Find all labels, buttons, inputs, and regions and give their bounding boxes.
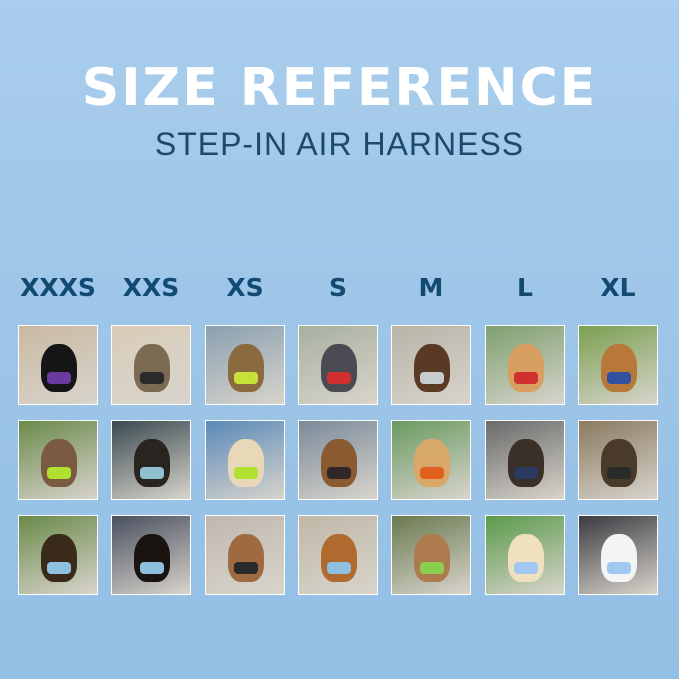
pet-image — [321, 344, 357, 392]
size-label-xs: XS — [226, 273, 264, 302]
pet-image — [41, 439, 77, 487]
pet-photo-xl-3 — [578, 515, 658, 595]
pet-photo-xxs-2 — [111, 420, 191, 500]
pet-image — [414, 439, 450, 487]
harness-image — [420, 562, 444, 574]
pet-photo-m-1 — [391, 325, 471, 405]
pet-image — [228, 439, 264, 487]
pet-photo-s-2 — [298, 420, 378, 500]
pet-photo-xxxs-1 — [18, 325, 98, 405]
harness-image — [234, 562, 258, 574]
harness-image — [607, 372, 631, 384]
pet-photo-xxs-3 — [111, 515, 191, 595]
harness-image — [420, 467, 444, 479]
pet-image — [41, 344, 77, 392]
page-title: SIZE REFERENCE — [81, 58, 598, 118]
pet-image — [134, 344, 170, 392]
pet-image — [508, 439, 544, 487]
pet-image — [321, 439, 357, 487]
pet-image — [414, 344, 450, 392]
harness-image — [420, 372, 444, 384]
harness-image — [514, 467, 538, 479]
size-label-l: L — [517, 273, 533, 302]
size-label-xl: XL — [600, 273, 636, 302]
harness-image — [327, 562, 351, 574]
pet-photo-m-2 — [391, 420, 471, 500]
harness-image — [327, 372, 351, 384]
pet-image — [508, 344, 544, 392]
pet-image — [601, 534, 637, 582]
harness-image — [607, 562, 631, 574]
pet-image — [414, 534, 450, 582]
pet-photo-m-3 — [391, 515, 471, 595]
size-label-m: M — [418, 273, 444, 302]
size-label-xxs: XXS — [122, 273, 180, 302]
pet-photo-l-2 — [485, 420, 565, 500]
pet-photo-l-3 — [485, 515, 565, 595]
harness-image — [47, 372, 71, 384]
pet-image — [228, 344, 264, 392]
pet-photo-xl-1 — [578, 325, 658, 405]
harness-image — [234, 372, 258, 384]
harness-image — [514, 372, 538, 384]
size-label-xxxs: XXXS — [20, 273, 96, 302]
harness-image — [47, 467, 71, 479]
pet-image — [134, 534, 170, 582]
harness-image — [234, 467, 258, 479]
pet-photo-s-3 — [298, 515, 378, 595]
harness-image — [140, 372, 164, 384]
pet-image — [601, 344, 637, 392]
pet-image — [321, 534, 357, 582]
page-subtitle: STEP-IN AIR HARNESS — [154, 126, 525, 162]
pet-photo-xs-3 — [205, 515, 285, 595]
harness-image — [514, 562, 538, 574]
pet-photo-xl-2 — [578, 420, 658, 500]
harness-image — [140, 562, 164, 574]
harness-image — [327, 467, 351, 479]
pet-photo-xxxs-2 — [18, 420, 98, 500]
pet-image — [228, 534, 264, 582]
size-label-s: S — [328, 273, 347, 302]
pet-photo-xs-2 — [205, 420, 285, 500]
pet-photo-xs-1 — [205, 325, 285, 405]
pet-image — [41, 534, 77, 582]
pet-photo-xxxs-3 — [18, 515, 98, 595]
harness-image — [607, 467, 631, 479]
pet-image — [601, 439, 637, 487]
pet-image — [508, 534, 544, 582]
pet-photo-l-1 — [485, 325, 565, 405]
harness-image — [140, 467, 164, 479]
pet-image — [134, 439, 170, 487]
pet-photo-xxs-1 — [111, 325, 191, 405]
harness-image — [47, 562, 71, 574]
pet-photo-s-1 — [298, 325, 378, 405]
